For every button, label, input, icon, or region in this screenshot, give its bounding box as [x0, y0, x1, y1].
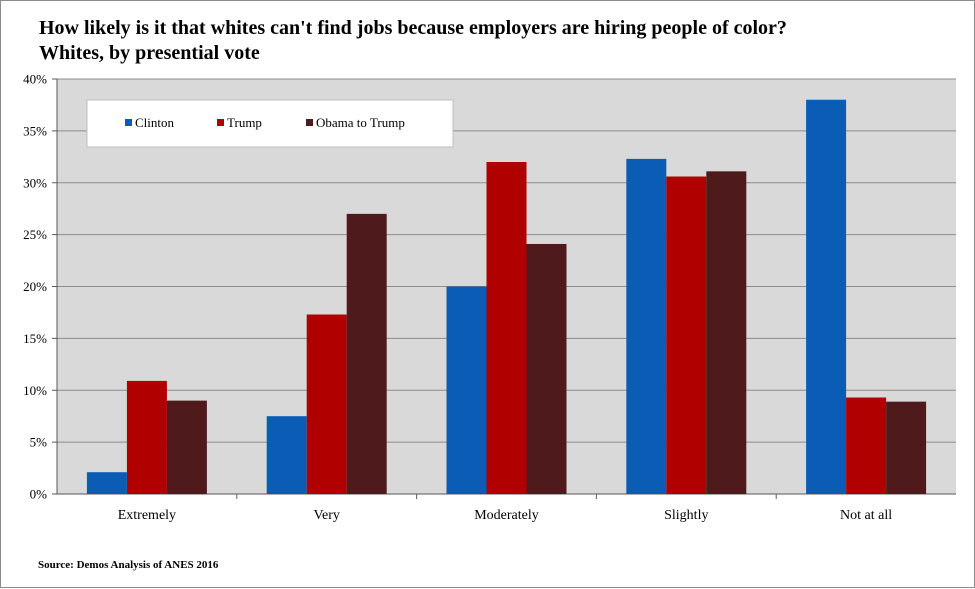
bar-obama-to-trump — [886, 401, 927, 494]
chart-title: How likely is it that whites can't find … — [39, 16, 787, 66]
bar-clinton — [626, 158, 667, 494]
y-tick-label: 30% — [23, 175, 47, 190]
legend-label: Trump — [227, 115, 262, 130]
x-category-label: Very — [313, 508, 339, 523]
bar-clinton — [266, 416, 307, 494]
x-category-label: Extremely — [118, 508, 176, 523]
bar-trump — [666, 176, 707, 494]
bar-trump — [126, 380, 167, 494]
chart-title-line2: Whites, by presential vote — [39, 42, 260, 64]
bar-obama-to-trump — [526, 243, 567, 494]
x-category-label: Moderately — [474, 508, 539, 523]
legend-swatch — [306, 119, 313, 126]
x-category-label: Slightly — [664, 508, 708, 523]
y-tick-label: 20% — [23, 279, 47, 294]
source-note: Source: Demos Analysis of ANES 2016 — [38, 559, 219, 571]
y-tick-label: 35% — [23, 123, 47, 138]
legend-swatch — [125, 119, 132, 126]
legend — [86, 99, 454, 148]
chart-title-line1: How likely is it that whites can't find … — [39, 17, 787, 39]
y-tick-label: 10% — [23, 383, 47, 398]
bar-obama-to-trump — [166, 400, 207, 494]
legend-swatch — [217, 119, 224, 126]
bar-trump — [846, 397, 887, 494]
y-tick-label: 5% — [30, 435, 48, 450]
legend-label: Obama to Trump — [316, 115, 405, 130]
y-tick-label: 15% — [23, 331, 47, 346]
bar-clinton — [86, 472, 127, 494]
bar-trump — [486, 162, 527, 494]
bar-clinton — [446, 286, 487, 494]
bar-trump — [306, 314, 347, 494]
x-category-label: Not at all — [840, 508, 892, 523]
y-tick-label: 25% — [23, 227, 47, 242]
bar-obama-to-trump — [706, 171, 747, 494]
y-tick-label: 0% — [30, 487, 48, 502]
bar-obama-to-trump — [346, 213, 387, 494]
bar-clinton — [806, 99, 847, 494]
y-tick-label: 40% — [23, 72, 47, 87]
legend-label: Clinton — [135, 115, 175, 130]
